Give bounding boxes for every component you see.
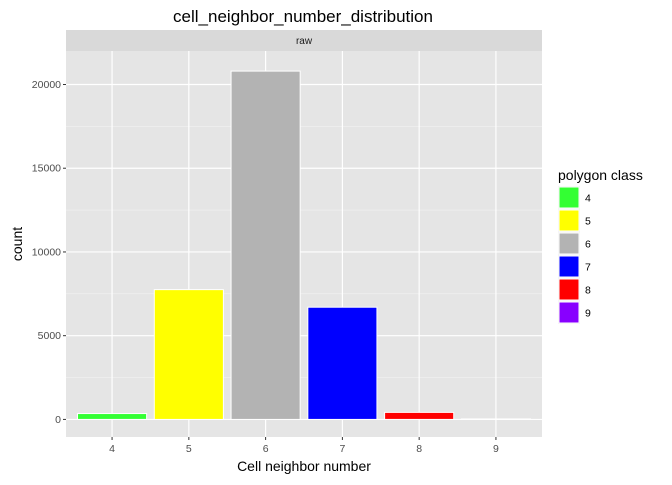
x-tick-label: 4 xyxy=(109,443,115,455)
legend-swatch-4 xyxy=(558,186,580,209)
x-axis-title: Cell neighbor number xyxy=(237,458,371,474)
legend-swatch-6 xyxy=(558,232,580,255)
legend-label-8: 8 xyxy=(585,285,591,297)
bar-5 xyxy=(153,289,224,420)
bar-9 xyxy=(460,418,531,420)
x-tick-label: 5 xyxy=(186,443,192,455)
y-tick-label: 20000 xyxy=(32,79,61,91)
x-tick-label: 7 xyxy=(339,443,345,455)
y-tick-label: 10000 xyxy=(32,246,61,258)
x-tick-label: 9 xyxy=(493,443,499,455)
legend: polygon class 4 5 6 7 8 9 xyxy=(558,167,643,324)
bar-4 xyxy=(77,413,148,420)
legend-swatch-7 xyxy=(558,255,580,278)
facet-strip xyxy=(66,30,542,51)
x-tick-label: 8 xyxy=(416,443,422,455)
bars xyxy=(77,70,531,420)
legend-swatch-9 xyxy=(558,301,580,324)
y-tick-label: 15000 xyxy=(32,163,61,175)
legend-swatch-5 xyxy=(558,209,580,232)
plot-panel xyxy=(66,51,542,437)
y-tick-label: 0 xyxy=(55,414,61,426)
legend-label-4: 4 xyxy=(585,193,591,205)
chart-title: cell_neighbor_number_distribution xyxy=(173,7,433,26)
facet-strip-label: raw xyxy=(296,36,313,47)
legend-label-6: 6 xyxy=(585,239,591,251)
legend-label-9: 9 xyxy=(585,308,591,320)
legend-label-7: 7 xyxy=(585,262,591,274)
bar-7 xyxy=(307,306,378,420)
legend-keys: 4 5 6 7 8 9 xyxy=(558,186,591,324)
legend-title: polygon class xyxy=(558,167,643,183)
axes: 0 5000 10000 15000 20000 4 5 6 7 8 9 xyxy=(32,79,499,455)
bar-8 xyxy=(384,411,455,420)
bar-6 xyxy=(230,70,301,420)
x-tick-label: 6 xyxy=(263,443,269,455)
y-tick-label: 5000 xyxy=(38,330,62,342)
y-axis-title: count xyxy=(9,227,25,261)
legend-swatch-8 xyxy=(558,278,580,301)
legend-label-5: 5 xyxy=(585,216,591,228)
